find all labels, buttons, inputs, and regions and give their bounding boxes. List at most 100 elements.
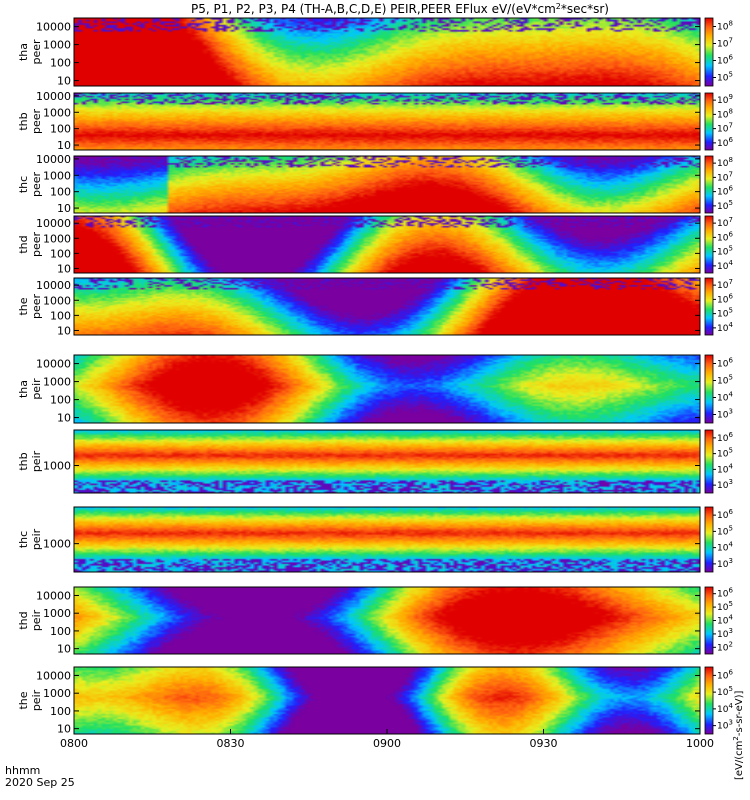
y-tick-label: 10 bbox=[57, 723, 71, 736]
colorbar bbox=[704, 17, 714, 87]
y-tick-label: 100 bbox=[50, 247, 71, 260]
y-label-probe: thd bbox=[17, 611, 30, 629]
colorbar bbox=[704, 277, 714, 336]
y-tick-label: 100 bbox=[50, 625, 71, 638]
y-label-probe: the bbox=[17, 297, 30, 315]
colorbar-tick-label: 105 bbox=[717, 600, 733, 613]
y-label-instrument: peer bbox=[30, 294, 43, 320]
y-tick-label: 1000 bbox=[43, 538, 71, 551]
colorbar bbox=[704, 429, 714, 494]
y-label-probe: thb bbox=[17, 112, 30, 130]
y-tick-label: 1000 bbox=[43, 169, 71, 182]
colorbar-tick-label: 107 bbox=[717, 122, 733, 135]
y-label-probe: thc bbox=[17, 176, 30, 193]
y-tick-label: 10 bbox=[57, 643, 71, 656]
x-axis-label: hhmm bbox=[5, 764, 40, 777]
colorbar bbox=[704, 586, 714, 655]
y-tick-label: 10000 bbox=[36, 358, 71, 371]
colorbar bbox=[704, 215, 714, 274]
colorbar bbox=[704, 354, 714, 424]
y-tick-label: 1000 bbox=[43, 607, 71, 620]
panel-frame bbox=[73, 586, 701, 655]
colorbar-tick-label: 103 bbox=[717, 408, 733, 421]
x-tick-label: 1000 bbox=[686, 737, 714, 750]
spectrogram-image bbox=[74, 667, 700, 734]
y-label-instrument: peir bbox=[30, 609, 43, 631]
spectrogram-image bbox=[74, 278, 700, 335]
y-tick-label: 100 bbox=[50, 705, 71, 718]
y-label-probe: tha bbox=[17, 43, 30, 61]
panel-frame bbox=[73, 17, 701, 87]
colorbar-tick-label: 108 bbox=[717, 107, 733, 120]
y-tick-label: 100 bbox=[50, 123, 71, 136]
y-label-instrument: peer bbox=[30, 109, 43, 135]
y-tick-label: 10000 bbox=[36, 21, 71, 34]
spectrogram-image bbox=[74, 587, 700, 654]
colorbar-tick-label: 106 bbox=[717, 508, 733, 521]
y-label-probe: tha bbox=[17, 380, 30, 398]
colorbar-tick-label: 104 bbox=[717, 321, 733, 334]
colorbar-tick-label: 105 bbox=[717, 447, 733, 460]
panel-frame bbox=[73, 506, 701, 573]
y-tick-label: 10000 bbox=[36, 90, 71, 103]
colorbar-tick-label: 105 bbox=[717, 71, 733, 84]
colorbar-tick-label: 109 bbox=[717, 93, 733, 106]
y-label-probe: thb bbox=[17, 452, 30, 470]
colorbar-tick-label: 104 bbox=[717, 541, 733, 554]
y-tick-label: 1000 bbox=[43, 232, 71, 245]
y-tick-label: 10 bbox=[57, 202, 71, 215]
panel-the-peir: 10 100 1000 10000 the peir 103 104 105 106 bbox=[17, 666, 733, 736]
spectrogram-image bbox=[74, 93, 700, 150]
colorbar-tick-label: 104 bbox=[717, 702, 733, 715]
colorbar-tick-label: 105 bbox=[717, 245, 733, 258]
y-tick-label: 10000 bbox=[36, 153, 71, 166]
colorbar-tick-label: 107 bbox=[717, 37, 733, 50]
panel-frame bbox=[73, 155, 701, 214]
colorbar bbox=[704, 666, 714, 735]
y-label-probe: thc bbox=[17, 531, 30, 548]
colorbar-tick-label: 105 bbox=[717, 307, 733, 320]
y-label-instrument: peir bbox=[30, 450, 43, 472]
chart-title: P5, P1, P2, P3, P4 (TH-A,B,C,D,E) PEIR,P… bbox=[191, 2, 609, 17]
spectrogram-image bbox=[74, 156, 700, 213]
colorbar-tick-label: 104 bbox=[717, 391, 733, 404]
y-label-instrument: peir bbox=[30, 378, 43, 400]
x-axis-date: 2020 Sep 25 bbox=[5, 776, 75, 789]
colorbar-tick-label: 103 bbox=[717, 627, 733, 640]
colorbar-tick-label: 105 bbox=[717, 524, 733, 537]
panel-frame bbox=[73, 429, 701, 494]
y-tick-label: 10000 bbox=[36, 669, 71, 682]
colorbar-tick-label: 104 bbox=[717, 462, 733, 475]
spectrogram-image bbox=[74, 507, 700, 572]
colorbar-tick-label: 105 bbox=[717, 199, 733, 212]
y-label-instrument: peer bbox=[30, 232, 43, 258]
spectrogram-image bbox=[74, 430, 700, 493]
colorbar-tick-label: 106 bbox=[717, 587, 733, 600]
colorbar-tick-label: 104 bbox=[717, 259, 733, 272]
y-tick-label: 10 bbox=[57, 262, 71, 275]
y-label-instrument: peir bbox=[30, 689, 43, 711]
y-tick-label: 100 bbox=[50, 394, 71, 407]
colorbar-tick-label: 105 bbox=[717, 374, 733, 387]
x-tick-label: 0830 bbox=[217, 737, 245, 750]
y-tick-label: 10000 bbox=[36, 217, 71, 230]
y-tick-label: 10000 bbox=[36, 589, 71, 602]
panel-thb-peir: 1000 thb peir 103 104 105 106 bbox=[17, 429, 733, 494]
panel-frame bbox=[73, 215, 701, 274]
colorbar-tick-label: 107 bbox=[717, 216, 733, 229]
spectrogram-image bbox=[74, 355, 700, 423]
panel-tha-peer: 10 100 1000 10000 tha peer 105 106 107 108 bbox=[17, 17, 733, 88]
colorbar-tick-label: 106 bbox=[717, 136, 733, 149]
colorbar-tick-label: 103 bbox=[717, 478, 733, 491]
y-tick-label: 1000 bbox=[43, 687, 71, 700]
y-tick-label: 10 bbox=[57, 75, 71, 88]
y-tick-label: 10000 bbox=[36, 279, 71, 292]
colorbar-tick-label: 105 bbox=[717, 685, 733, 698]
y-tick-label: 10 bbox=[57, 412, 71, 425]
colorbar-tick-label: 108 bbox=[717, 156, 733, 169]
colorbar-tick-label: 107 bbox=[717, 170, 733, 183]
